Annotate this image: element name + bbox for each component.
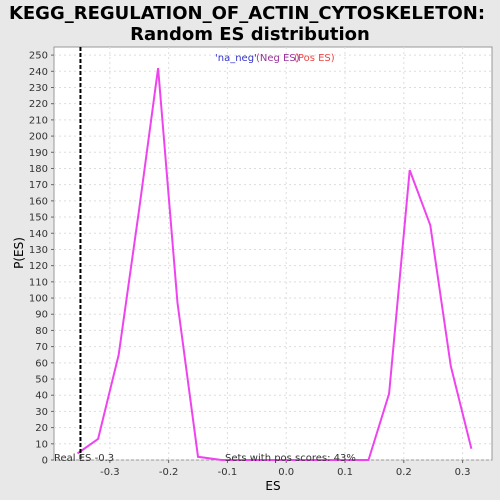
x-tick-label: 0.0 (278, 467, 294, 478)
y-tick-label: 20 (35, 423, 48, 434)
y-tick-label: 30 (35, 407, 48, 418)
x-tick-label: 0.1 (337, 467, 353, 478)
y-tick-label: 180 (29, 164, 48, 175)
legend-pos-es-label: (Pos ES) (294, 53, 335, 64)
y-axis-label: P(ES) (12, 237, 26, 269)
x-tick-label: -0.1 (218, 467, 238, 478)
y-tick-label: 50 (35, 375, 48, 386)
y-tick-label: 160 (29, 196, 48, 207)
y-tick-label: 100 (29, 294, 48, 305)
chart-title-line2: Random ES distribution (130, 24, 370, 45)
y-tick-label: 210 (29, 115, 48, 126)
x-tick-label: -0.3 (100, 467, 120, 478)
legend-neg-label: 'na_neg' (215, 53, 257, 64)
y-tick-label: 240 (29, 67, 48, 78)
y-tick-label: 10 (35, 439, 48, 450)
y-tick-label: 230 (29, 83, 48, 94)
axis-ticks: 0 10 20 30 40 50 60 70 80 90 100 110 120 130 140 150 160… (29, 51, 471, 478)
y-tick-label: 200 (29, 132, 48, 143)
y-tick-label: 0 (42, 456, 48, 467)
y-tick-label: 70 (35, 342, 48, 353)
y-tick-label: 90 (35, 310, 48, 321)
y-tick-label: 140 (29, 229, 48, 240)
y-tick-label: 150 (29, 213, 48, 224)
y-tick-label: 110 (29, 277, 48, 288)
y-tick-label: 170 (29, 180, 48, 191)
y-tick-label: 120 (29, 261, 48, 272)
y-tick-label: 130 (29, 245, 48, 256)
x-tick-label: 0.3 (455, 467, 471, 478)
es-distribution-line (76, 67, 473, 461)
real-es-label: Real ES -0.3 (54, 453, 114, 464)
y-tick-label: 220 (29, 99, 48, 110)
x-axis-label: ES (265, 479, 280, 493)
y-tick-label: 80 (35, 326, 48, 337)
y-tick-label: 40 (35, 391, 48, 402)
pos-scores-label: Sets with pos scores: 43% (225, 453, 356, 464)
y-tick-label: 60 (35, 358, 48, 369)
grid (54, 47, 492, 461)
legend-neg-es-label: (Neg ES) (256, 53, 300, 64)
plot-area (53, 46, 493, 461)
y-tick-label: 190 (29, 148, 48, 159)
series-layer (76, 67, 473, 461)
y-tick-label: 250 (29, 51, 48, 62)
x-tick-label: 0.2 (396, 467, 412, 478)
x-tick-label: -0.2 (159, 467, 179, 478)
chart-title-line1: KEGG_REGULATION_OF_ACTIN_CYTOSKELETON: (9, 3, 485, 24)
